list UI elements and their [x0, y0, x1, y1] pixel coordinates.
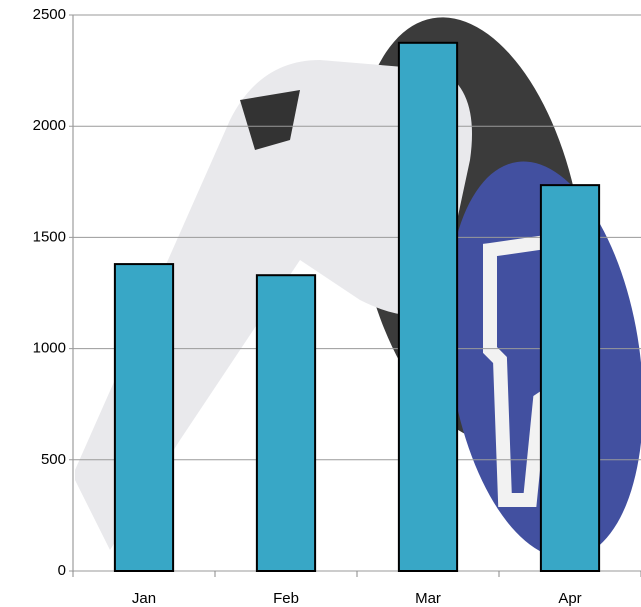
chart: 0 500 1000 1500 2000 2500 Jan Feb Mar Apr: [0, 0, 641, 607]
x-tick-label: Apr: [558, 590, 581, 607]
bar: [257, 275, 315, 571]
y-tick-label: 500: [41, 451, 66, 468]
x-tick-label: Feb: [273, 590, 299, 607]
y-tick-label: 1500: [33, 228, 66, 245]
bar: [115, 264, 173, 571]
y-tick-label: 2000: [33, 117, 66, 134]
x-tick-label: Jan: [132, 590, 156, 607]
bar: [399, 43, 457, 571]
y-tick-label: 1000: [33, 340, 66, 357]
y-tick-label: 2500: [33, 6, 66, 23]
y-tick-label: 0: [58, 562, 66, 579]
x-tick-label: Mar: [415, 590, 441, 607]
bar: [541, 185, 599, 571]
